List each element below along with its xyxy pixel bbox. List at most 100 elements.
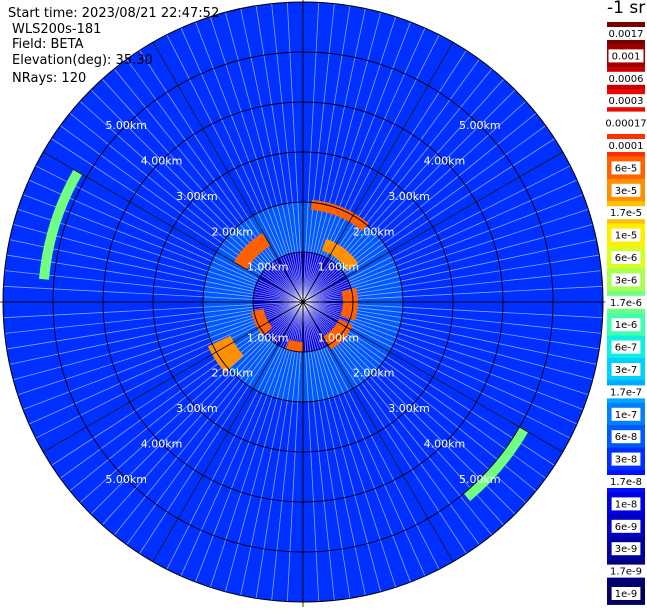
colorbar-label-bg [605, 385, 647, 399]
colorbar-tick-label: 6e-9 [615, 522, 638, 533]
colorbar: 0.0017 0.001 0.0006 0.0003 0.00017 0.0001 6e-5… [602, 22, 647, 605]
colorbar-tick-label: 1.7e-8 [610, 477, 642, 488]
colorbar-label-bg [611, 452, 641, 466]
colorbar-tick-label: 1.7e-5 [610, 208, 642, 219]
range-ring-label: 5.00km [105, 119, 147, 132]
colorbar-tick-label: 1e-9 [615, 589, 638, 600]
echo-feature-9 [463, 427, 529, 502]
range-ring-label: 4.00km [424, 437, 466, 450]
colorbar-label-bg [611, 497, 641, 511]
colorbar-label-bg [605, 206, 647, 220]
echo-feature-2 [340, 287, 358, 321]
colorbar-label-bg [611, 363, 641, 376]
range-ring-label: 2.00km [212, 367, 254, 380]
echo-feature-7 [207, 335, 244, 373]
azimuth-spoke-240 [42, 301, 304, 453]
colorbar-label-bg [611, 161, 641, 175]
colorbar-tick-label: 3e-7 [615, 365, 638, 376]
colorbar-label-bg [611, 228, 641, 242]
colorbar-tick-label: 1e-5 [615, 231, 638, 242]
colorbar-tick-label: 0.001 [612, 51, 641, 62]
colorbar-tick-label: 0.0006 [609, 74, 644, 85]
azimuth-spoke-120 [302, 301, 564, 453]
colorbar-tick-label: 6e-7 [615, 343, 638, 354]
colorbar-tick-label: 1.7e-9 [610, 567, 642, 578]
instrument-name-text: WLS200s-181 [12, 22, 102, 37]
colorbar-tick-label: 0.0001 [609, 141, 644, 152]
echo-feature-5 [251, 308, 273, 336]
azimuth-spoke-150 [302, 301, 454, 563]
colorbar-label-bg [605, 27, 647, 40]
azimuth-spoke-300 [42, 151, 304, 303]
colorbar-tick-label: 3e-6 [615, 275, 638, 286]
range-ring-label: 5.00km [459, 473, 501, 486]
colorbar-tick-label: 3e-8 [615, 455, 638, 466]
range-ring-label: 4.00km [141, 437, 183, 450]
colorbar-label-bg [611, 273, 641, 287]
colorbar-tick-label: 1.7e-6 [610, 298, 642, 309]
colorbar-label-bg [605, 295, 647, 309]
range-ring-label: 2.00km [353, 367, 395, 380]
colorbar-tick-label: 1e-8 [615, 499, 638, 510]
colorbar-label-bg [605, 475, 647, 488]
colorbar-label-bg [605, 71, 647, 85]
colorbar-tick-label: 0.0003 [609, 96, 644, 107]
azimuth-spoke-210 [152, 301, 304, 563]
colorbar-units-label: -1 sr [607, 0, 646, 18]
colorbar-tick-label: 1e-6 [615, 320, 638, 331]
colorbar-label-bg [602, 116, 647, 130]
colorbar-tick-label: 6e-5 [615, 163, 638, 174]
azimuth-spoke-60 [302, 151, 564, 303]
range-ring-label: 1.00km [318, 331, 360, 344]
azimuth-spoke-30 [302, 41, 454, 303]
start-time-text: Start time: 2023/08/21 22:47:52 [8, 6, 220, 21]
colorbar-tick-label: 3e-9 [615, 544, 638, 555]
colorbar-label-bg [611, 318, 641, 332]
azimuth-spoke-330 [152, 41, 304, 303]
colorbar-label-bg [611, 542, 641, 556]
range-ring-label: 2.00km [353, 225, 395, 238]
colorbar-tick-label: 1e-7 [615, 410, 638, 421]
range-ring-label: 1.00km [247, 261, 289, 274]
colorbar-tick-label: 1.7e-7 [610, 387, 642, 398]
echo-feature-8 [39, 169, 83, 280]
elevation-text: Elevation(deg): 35.30 [12, 53, 153, 68]
colorbar-label-bg [611, 183, 641, 197]
echo-feature-6 [233, 232, 271, 270]
colorbar-tick-label: 6e-6 [615, 253, 638, 264]
colorbar-tick-label: 0.00017 [605, 119, 646, 130]
colorbar-label-bg [611, 587, 641, 600]
range-ring-labels: 1.00km 1.00km 1.00km 1.00km 2.00km 2.00km 2.00… [105, 119, 500, 486]
range-ring-label: 1.00km [247, 331, 289, 344]
range-ring-label: 5.00km [105, 473, 147, 486]
nrays-text: NRays: 120 [12, 71, 87, 86]
echo-feature-0 [311, 199, 369, 232]
colorbar-label-bg [611, 407, 641, 421]
colorbar-label-bg [611, 519, 641, 533]
colorbar-label-bg [611, 251, 641, 264]
colorbar-tick-label: 6e-8 [615, 432, 638, 443]
colorbar-label-bg [611, 340, 641, 354]
range-ring-label: 4.00km [424, 155, 466, 168]
range-ring-label: 3.00km [176, 190, 218, 203]
colorbar-label-bg [605, 139, 647, 152]
colorbar-label-bg [605, 564, 647, 578]
echo-feature-4 [285, 339, 303, 352]
range-ring-label: 3.00km [388, 402, 430, 415]
colorbar-tick-label: 0.0017 [609, 29, 644, 40]
colorbar-tick-label: 3e-5 [615, 186, 638, 197]
range-ring-label: 1.00km [318, 261, 360, 274]
range-ring-label: 4.00km [141, 155, 183, 168]
field-text: Field: BETA [12, 37, 84, 52]
colorbar-label-bg [611, 430, 641, 444]
colorbar-label-bg [608, 49, 644, 63]
range-ring-label: 3.00km [388, 190, 430, 203]
range-ring-label: 3.00km [176, 402, 218, 415]
colorbar-label-bg [605, 94, 647, 108]
range-ring-label: 2.00km [212, 225, 254, 238]
azimuth-spokes [0, 0, 606, 607]
range-ring-label: 5.00km [459, 119, 501, 132]
echo-feature-1 [321, 238, 359, 271]
